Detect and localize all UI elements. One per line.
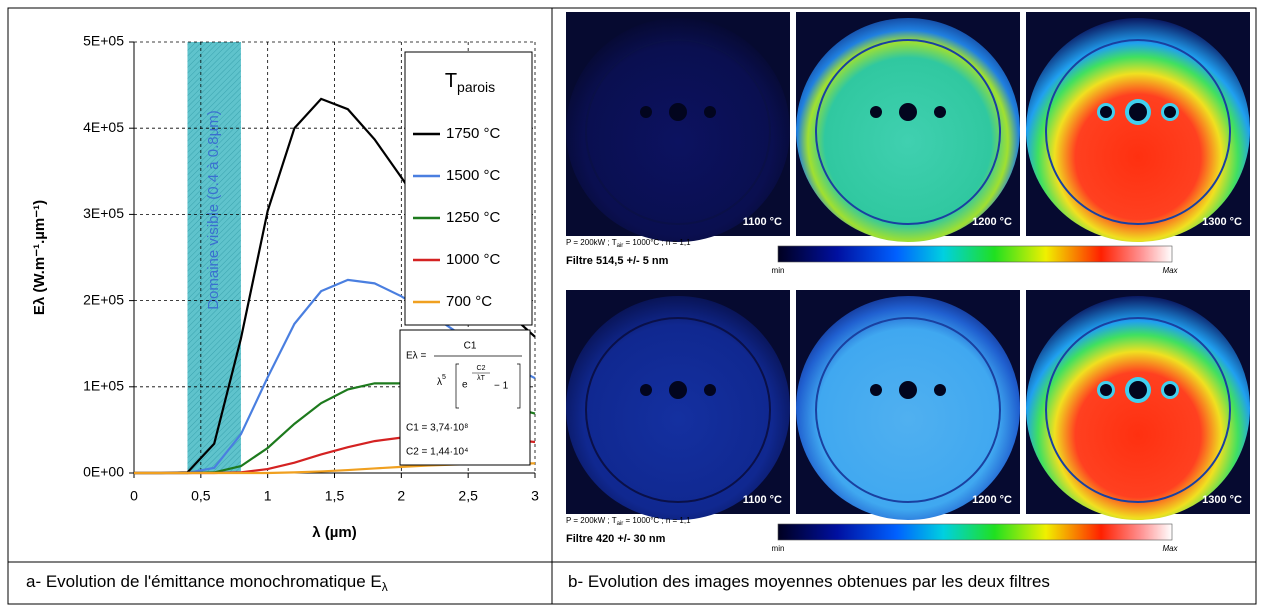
temperature-label: 1300 °C [1202, 216, 1242, 228]
conditions-b: = 1000°C ; n = 1,1 [623, 238, 691, 247]
formula-text: C1 = 3,74·10⁸ [406, 423, 468, 434]
formula-text: C1 [464, 341, 477, 352]
formula-box [399, 329, 531, 466]
window-ring [585, 317, 771, 503]
thermal-glow [1026, 18, 1250, 242]
x-tick-label: 0,5 [191, 488, 211, 504]
x-tick-label: 1 [264, 488, 272, 504]
formula-text: λT [477, 375, 486, 382]
temperature-label: 1200 °C [972, 216, 1012, 228]
y-tick-label: 4E+05 [83, 119, 124, 135]
formula-text: C2 = 1,44·10⁴ [406, 447, 468, 458]
filter-label: Filtre 514,5 +/- 5 nm [566, 255, 669, 267]
caption-text: b- Evolution des images moyennes obtenue… [568, 572, 1050, 591]
hole [1129, 381, 1147, 399]
hole [1164, 106, 1176, 118]
formula-text: λ [437, 377, 442, 388]
x-tick-label: 1,5 [325, 488, 345, 504]
thermal-glow [566, 296, 790, 520]
x-tick-label: 2 [397, 488, 405, 504]
conditions-a: P = 200kW ; T [566, 238, 617, 247]
visible-band [187, 42, 241, 473]
y-tick-label: 2E+05 [83, 291, 124, 307]
temperature-label: 1100 °C [743, 494, 782, 506]
thermal-glow [796, 296, 1020, 520]
caption: b- Evolution des images moyennes obtenue… [568, 572, 1050, 591]
thermal-glow [796, 18, 1020, 242]
temperature-label: 1100 °C [743, 216, 782, 228]
conditions-sub: air [617, 521, 624, 527]
hole [934, 384, 946, 396]
hole [1129, 103, 1147, 121]
x-tick-label: 0 [130, 488, 138, 504]
window-ring [585, 39, 771, 225]
window-ring [1045, 39, 1231, 225]
caption: a- Evolution de l'émittance monochromati… [26, 572, 388, 594]
thermal-glow [1026, 296, 1250, 520]
hole [1164, 384, 1176, 396]
y-tick-label: 5E+05 [83, 33, 124, 49]
conditions-b: = 1000°C ; n = 1,1 [623, 516, 691, 525]
conditions-a: P = 200kW ; T [566, 516, 617, 525]
hole [934, 106, 946, 118]
caption-text: a- Evolution de l'émittance monochromati… [26, 572, 382, 591]
colorbar-min: min [772, 544, 785, 553]
colorbar-max: Max [1162, 544, 1178, 553]
hole [704, 384, 716, 396]
conditions-sub: air [617, 243, 624, 249]
formula-text: − 1 [494, 381, 509, 392]
formula-text: e [462, 380, 468, 391]
x-tick-label: 3 [531, 488, 539, 504]
y-tick-label: 1E+05 [83, 378, 124, 394]
y-axis-title: Eλ (W.m⁻¹.µm⁻¹) [31, 200, 48, 315]
legend-title-main: T [445, 70, 457, 92]
temperature-label: 1300 °C [1202, 494, 1242, 506]
legend-label: 1500 °C [446, 167, 501, 184]
y-tick-label: 0E+00 [83, 464, 124, 480]
thermal-glow [566, 18, 790, 242]
legend-label: 700 °C [446, 293, 492, 310]
x-tick-label: 2,5 [458, 488, 478, 504]
caption-sub: λ [382, 580, 388, 594]
legend-label: 1000 °C [446, 251, 501, 268]
legend-title-sub: parois [457, 79, 495, 95]
hole [704, 106, 716, 118]
window-ring [1045, 317, 1231, 503]
hole [870, 384, 882, 396]
window-ring [815, 39, 1001, 225]
filter-label: Filtre 420 +/- 30 nm [566, 533, 666, 545]
y-tick-label: 3E+05 [83, 205, 124, 221]
legend-label: 1750 °C [446, 125, 501, 142]
hole [640, 106, 652, 118]
hole [669, 103, 687, 121]
window-ring [815, 317, 1001, 503]
bracket [455, 363, 521, 409]
colorbar [777, 523, 1173, 541]
hole [899, 381, 917, 399]
temperature-label: 1200 °C [972, 494, 1012, 506]
formula-text: λ5 [437, 374, 446, 388]
hole [1100, 384, 1112, 396]
x-axis-title: λ (µm) [312, 524, 356, 541]
colorbar [777, 245, 1173, 263]
conditions: P = 200kW ; Tair = 1000°C ; n = 1,1 [566, 238, 691, 248]
hole [870, 106, 882, 118]
legend-label: 1250 °C [446, 209, 501, 226]
hole [669, 381, 687, 399]
formula-text: 5 [442, 374, 446, 381]
hole [1100, 106, 1112, 118]
figure-frame [7, 7, 1257, 605]
formula-text: C2 [477, 365, 486, 372]
legend-title: Tparois [445, 70, 495, 94]
colorbar-max: Max [1162, 266, 1178, 275]
band-label: Domaine visible (0.4 à 0.8µm) [205, 110, 222, 310]
legend-box [404, 51, 533, 326]
hole [640, 384, 652, 396]
conditions: P = 200kW ; Tair = 1000°C ; n = 1,1 [566, 516, 691, 526]
hole [899, 103, 917, 121]
colorbar-min: min [772, 266, 785, 275]
formula-text: Eλ = [406, 351, 426, 362]
